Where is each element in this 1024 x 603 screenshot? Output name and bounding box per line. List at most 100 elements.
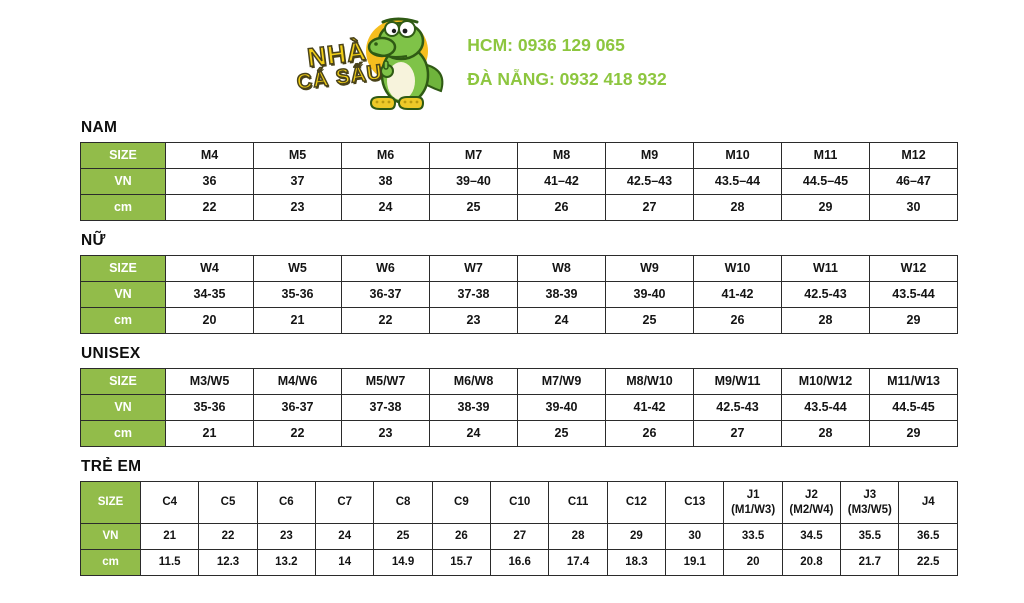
table-cell: 14	[315, 549, 375, 576]
table-cell: 41-42	[605, 394, 694, 421]
table-cell: 41-42	[693, 281, 782, 308]
table-cell: 30	[665, 523, 725, 550]
table-cell: 34.5	[781, 523, 842, 550]
table-cell: 29	[781, 194, 870, 221]
section-title: NAM	[81, 119, 118, 136]
table-row: VN 35-36 36-37 37-38 38-39 39-40 41-42 42.5-43 4…	[80, 394, 958, 421]
table-cell: W4	[165, 255, 254, 282]
table-cell: 35-36	[253, 281, 342, 308]
header: NHÀ CÁ SẤU HCM: 0936 129 065 ĐÀ NẴNG: 09…	[0, 0, 1024, 116]
table-cell: 36-37	[341, 281, 430, 308]
section-title: UNISEX	[81, 345, 141, 362]
contact-danang: ĐÀ NẴNG: 0932 418 932	[467, 68, 667, 89]
table-cell: 22	[198, 523, 258, 550]
row-label: SIZE	[80, 255, 166, 282]
table-cell: C11	[548, 481, 608, 524]
size-table: SIZE M3/W5 M4/W6 M5/W7 M6/W8 M7/W9 M8/W10 M9/W1…	[80, 368, 958, 447]
table-cell: W6	[341, 255, 430, 282]
table-cell: 37-38	[341, 394, 430, 421]
table-cell: J2 (M2/W4)	[781, 481, 842, 524]
table-cell: 42.5-43	[693, 394, 782, 421]
table-cell: 38-39	[517, 281, 606, 308]
row-label: SIZE	[80, 481, 141, 524]
row-label: SIZE	[80, 368, 166, 395]
table-cell: 23	[429, 307, 518, 334]
table-cell: 38-39	[429, 394, 518, 421]
table-cell: 25	[373, 523, 433, 550]
table-row: SIZE C4 C5 C6 C7 C8 C9 C10 C11 C12 C13 J1 (M1/W3) J2…	[80, 481, 958, 524]
table-cell: W10	[693, 255, 782, 282]
table-row: cm 11.5 12.3 13.2 14 14.9 15.7 16.6 17.4 18.3 19.1…	[80, 549, 958, 576]
table-cell: 22	[341, 307, 430, 334]
section-title: TRẺ EM	[81, 458, 142, 475]
table-cell: 15.7	[431, 549, 492, 576]
table-cell: 28	[693, 194, 782, 221]
table-cell: M9	[605, 142, 694, 169]
table-cell: 26	[431, 523, 492, 550]
table-cell: J1 (M1/W3)	[723, 481, 783, 524]
table-row: SIZE W4 W5 W6 W7 W8 W9 W10 W11 W12	[80, 255, 958, 282]
table-row: cm 20 21 22 23 24 25 26 28 29	[80, 307, 958, 334]
crocodile-mascot-icon	[366, 17, 444, 110]
table-cell: 37-38	[429, 281, 518, 308]
contact-hcm: HCM: 0936 129 065	[467, 34, 625, 55]
table-row: VN 34-35 35-36 36-37 37-38 38-39 39-40 41-42 42.…	[80, 281, 958, 308]
table-cell: W5	[253, 255, 342, 282]
table-cell: 27	[693, 420, 782, 447]
table-cell: 29	[869, 307, 958, 334]
table-cell: M11/W13	[869, 368, 958, 395]
table-cell: M10/W12	[781, 368, 870, 395]
table-cell: 30	[869, 194, 958, 221]
table-cell: M6/W8	[429, 368, 518, 395]
table-cell: W9	[605, 255, 694, 282]
table-cell: C8	[373, 481, 433, 524]
size-table-section: TRẺ EM SIZE C4 C5 C6 C7 C8 C9 C10 C11 C12 C13 J1 (M1…	[80, 458, 958, 576]
size-table: SIZE M4 M5 M6 M7 M8 M9 M10 M11 M12 VN 36 37 38 39–40 41…	[80, 142, 958, 221]
size-charts: NAM SIZE M4 M5 M6 M7 M8 M9 M10 M11 M12 VN 36 37 38 39–4…	[0, 119, 1024, 576]
table-cell: 25	[605, 307, 694, 334]
table-cell: C13	[665, 481, 725, 524]
table-cell: M8/W10	[605, 368, 694, 395]
table-cell: 22	[165, 194, 254, 221]
size-table: SIZE C4 C5 C6 C7 C8 C9 C10 C11 C12 C13 J1 (M1/W3) J2…	[80, 481, 958, 576]
row-label: SIZE	[80, 142, 166, 169]
table-cell: 21	[253, 307, 342, 334]
row-label: cm	[80, 194, 166, 221]
table-cell: 23	[341, 420, 430, 447]
table-row: VN 36 37 38 39–40 41–42 42.5–43 43.5–44 44.5–45 4…	[80, 168, 958, 195]
row-label: VN	[80, 168, 166, 195]
table-cell: 17.4	[548, 549, 608, 576]
table-row: VN 21 22 23 24 25 26 27 28 29 30 33.5 34.5 35.5 36.5	[80, 523, 958, 550]
table-cell: 43.5–44	[693, 168, 782, 195]
table-cell: 36	[165, 168, 254, 195]
table-cell: 42.5–43	[605, 168, 694, 195]
table-cell: 34-35	[165, 281, 254, 308]
table-cell: 13.2	[256, 549, 317, 576]
table-cell: W12	[869, 255, 958, 282]
table-cell: 35-36	[165, 394, 254, 421]
table-cell: 20	[165, 307, 254, 334]
table-cell: 23	[256, 523, 317, 550]
table-cell: 11.5	[139, 549, 200, 576]
table-cell: M4	[165, 142, 254, 169]
table-cell: M4/W6	[253, 368, 342, 395]
table-cell: M5/W7	[341, 368, 430, 395]
table-cell: 27	[490, 523, 550, 550]
row-label: VN	[80, 523, 141, 550]
row-label: cm	[80, 307, 166, 334]
table-cell: 43.5-44	[781, 394, 870, 421]
table-cell: 35.5	[840, 523, 900, 550]
row-label: cm	[80, 420, 166, 447]
table-cell: 44.5–45	[781, 168, 870, 195]
row-label: VN	[80, 281, 166, 308]
size-table: SIZE W4 W5 W6 W7 W8 W9 W10 W11 W12 VN 34-35 35-36 36-…	[80, 255, 958, 334]
table-cell: 39-40	[605, 281, 694, 308]
table-cell: 39–40	[429, 168, 518, 195]
table-cell: 27	[605, 194, 694, 221]
table-cell: M11	[781, 142, 870, 169]
table-cell: W7	[429, 255, 518, 282]
table-cell: W8	[517, 255, 606, 282]
row-label: VN	[80, 394, 166, 421]
table-cell: 24	[315, 523, 375, 550]
table-cell: 14.9	[373, 549, 433, 576]
